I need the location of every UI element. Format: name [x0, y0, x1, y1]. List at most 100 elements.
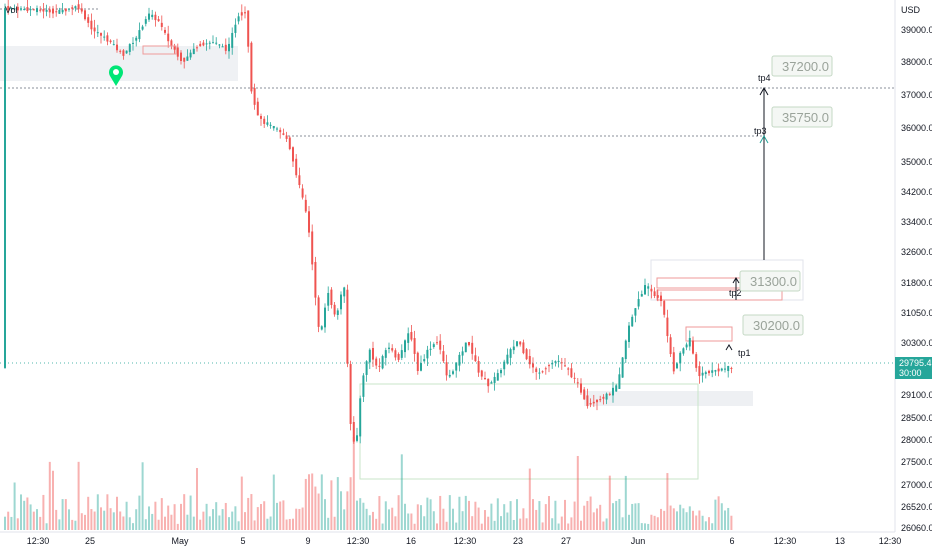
volume-bar [253, 520, 256, 530]
callout-box [742, 314, 804, 336]
volume-bar [87, 496, 90, 530]
target-annotations: tp1 tp2 tp3 tp4 37200.0 35750.0 31300.0 30200.0 [142, 45, 833, 358]
candle-body [288, 137, 291, 150]
volume-bar [349, 477, 352, 530]
candle-body [205, 43, 208, 45]
candle-body [23, 9, 26, 11]
price-tick-label: 38000.0 [901, 57, 932, 67]
volume-bar [61, 499, 64, 530]
time-tick-label: 9 [305, 536, 310, 546]
volume-bar [653, 515, 656, 530]
volume-bar [375, 518, 378, 530]
candle-body [413, 338, 416, 354]
candle-body [644, 285, 646, 295]
volume-bar [304, 478, 307, 530]
candle-body [96, 32, 99, 34]
volume-bar [301, 507, 304, 530]
volume-bar [404, 503, 406, 530]
volume-bar [36, 509, 38, 530]
volume-bar [663, 510, 666, 530]
volume-bar [496, 498, 499, 530]
volume-bar [32, 511, 35, 530]
candle-body [106, 35, 109, 42]
target-label: tp2 [729, 288, 742, 298]
target-value-callout: 37200.0 [771, 55, 833, 77]
time-tick-label: 6 [729, 536, 734, 546]
volume-bar [628, 514, 630, 530]
location-pin-icon[interactable] [109, 65, 124, 86]
candle-body [420, 363, 422, 371]
candle-body [503, 361, 506, 370]
candle-body [304, 199, 307, 212]
volume-bar [45, 523, 48, 530]
volume-bar [173, 504, 176, 530]
volume-bar [519, 518, 522, 530]
volume-bar [333, 516, 336, 530]
volume-bar [637, 503, 640, 530]
candle-body [685, 344, 688, 348]
candle-body [221, 46, 224, 48]
candle-body [711, 370, 714, 373]
candle-body [618, 374, 621, 389]
volume-bar [688, 506, 691, 530]
volume-bar [317, 493, 320, 530]
candle-body [477, 361, 480, 373]
volume-bar [256, 507, 259, 530]
candle-body [372, 347, 374, 360]
candle-body [244, 12, 246, 14]
volume-bar [263, 501, 266, 530]
volume-bar [413, 523, 416, 530]
volume-bar [170, 514, 173, 530]
volume-bar [327, 517, 330, 530]
volume-bar [55, 509, 58, 530]
volume-bar [352, 436, 355, 530]
price-tick-label: 29100.0 [901, 390, 932, 400]
candle-body [647, 286, 650, 289]
candle-body [717, 368, 720, 372]
volume-bar [205, 503, 208, 530]
volume-bar [381, 523, 384, 530]
time-tick-label: Jun [631, 536, 646, 546]
target-value-callout: 30200.0 [742, 314, 804, 336]
candle-body [247, 10, 250, 47]
resistance-box [656, 289, 783, 301]
candle-body [116, 44, 118, 51]
time-axis[interactable]: 12:30 25 May 5 9 12:30 16 12:30 23 27 Jun 6 12:30 13 1… [27, 536, 902, 546]
last-price-value: 29795.4 [899, 358, 932, 368]
price-tick-label: 31800.0 [901, 278, 932, 288]
candle-body [135, 37, 138, 41]
candle-body [279, 129, 282, 133]
volume-bar [676, 511, 678, 530]
volume-bar [503, 504, 506, 530]
volume-bar [420, 505, 422, 530]
volume-bar [372, 511, 374, 530]
arrow-head-icon [725, 344, 733, 351]
candle-body [394, 350, 397, 358]
volume-bar [474, 501, 477, 530]
target-label: tp1 [738, 348, 751, 358]
price-axis[interactable]: 39000.0 38000.0 37000.0 36000.0 35000.0 34200… [901, 25, 932, 533]
volume-bar [480, 523, 483, 530]
candle-body [445, 362, 448, 376]
candle-body [4, 8, 6, 368]
candle-body [653, 291, 656, 297]
volume-bar [359, 498, 362, 530]
volume-bar [548, 496, 550, 530]
candle-body [55, 11, 58, 13]
volume-bar [500, 516, 502, 530]
volume-bar [468, 500, 470, 530]
volume-bar [426, 497, 429, 530]
volume-bar [64, 499, 67, 530]
volume-bar [148, 506, 150, 530]
candle-body [432, 344, 435, 347]
price-tick-label: 33400.0 [901, 217, 932, 227]
volume-bar [282, 500, 285, 530]
volume-bar [288, 518, 291, 530]
candle-body [455, 362, 458, 371]
candle-body [186, 56, 189, 61]
candle-body [538, 372, 541, 374]
price-tick-label: 26520.0 [901, 502, 932, 512]
price-tick-label: 26060.0 [901, 523, 932, 533]
candlesticks [4, 0, 733, 444]
